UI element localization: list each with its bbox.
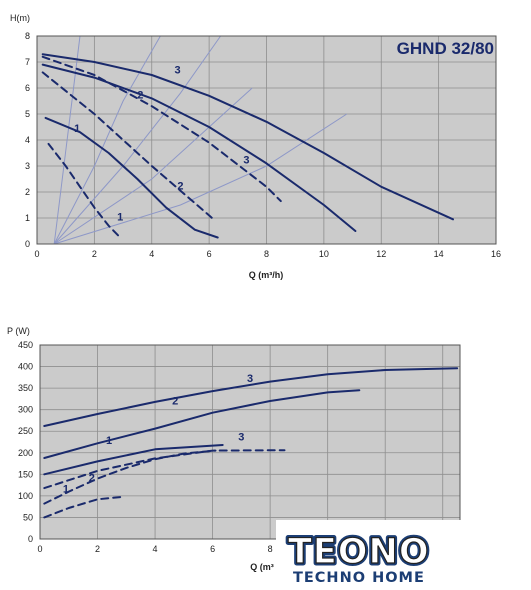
x-tick-label: 2 (92, 249, 97, 259)
logo-backdrop (276, 520, 531, 590)
series-line-2-solid (43, 389, 361, 459)
series-line-1-dashed (43, 495, 125, 519)
x-tick-label: 10 (319, 249, 329, 259)
series-line-2-dashed (41, 71, 213, 219)
curve-number-label: 3 (247, 373, 253, 385)
y-tick-label: 400 (18, 362, 33, 372)
logo-outline: TEONO (288, 532, 430, 572)
series-line-3-solid (43, 367, 459, 427)
logo-sub-text: TECHNO HOME (293, 570, 425, 586)
x-tick-label: 4 (149, 249, 154, 259)
x-tick-label: 0 (37, 544, 42, 554)
system-curve (54, 113, 348, 245)
system-curve (53, 35, 222, 245)
curve-number-label: 1 (63, 483, 69, 495)
head-flow-plot-border (36, 35, 497, 245)
series-line-2-solid (41, 63, 357, 232)
y-tick-label: 200 (18, 448, 33, 458)
x-tick-label: 0 (34, 249, 39, 259)
x-tick-label: 12 (376, 249, 386, 259)
logo-main-text: TEONO (288, 532, 430, 572)
x-axis-title-flow: Q (m³/h) (249, 270, 284, 280)
curve-number-label: 3 (243, 154, 249, 166)
system-curve (53, 35, 161, 245)
y-tick-label: 7 (25, 57, 30, 67)
series-line-3-solid (41, 53, 454, 221)
curve-number-label: 3 (175, 65, 181, 77)
y-axis-title-head: H(m) (10, 13, 30, 23)
x-tick-label: 8 (268, 544, 273, 554)
y-tick-label: 3 (25, 161, 30, 171)
x-tick-label: 8 (264, 249, 269, 259)
curve-number-label: 2 (89, 473, 95, 485)
series-line-3-dashed (43, 449, 286, 490)
system-curve (53, 87, 253, 245)
y-tick-label: 2 (25, 187, 30, 197)
y-tick-label: 450 (18, 340, 33, 350)
y-tick-label: 300 (18, 405, 33, 415)
x-tick-label: 14 (434, 249, 444, 259)
x-axis-title-flow-bottom: Q (m³ (250, 562, 274, 572)
y-tick-label: 0 (28, 534, 33, 544)
y-tick-label: 4 (25, 135, 30, 145)
x-tick-label: 16 (491, 249, 501, 259)
power-flow-plot-area (40, 345, 460, 539)
series-line-1-dashed (47, 142, 122, 239)
curve-number-label: 2 (172, 395, 178, 407)
y-tick-label: 250 (18, 426, 33, 436)
series-line-1-solid (44, 116, 219, 239)
y-tick-label: 5 (25, 109, 30, 119)
system-curve (53, 35, 81, 245)
y-axis-title-power: P (W) (7, 326, 30, 336)
power-flow-plot-border (39, 344, 461, 540)
curve-number-label: 1 (74, 123, 80, 135)
model-label: GHND 32/80 (397, 39, 494, 58)
curve-number-label: 2 (137, 89, 143, 101)
x-tick-label: 2 (95, 544, 100, 554)
y-tick-label: 350 (18, 383, 33, 393)
y-tick-label: 50 (23, 512, 33, 522)
curve-number-label: 1 (106, 435, 112, 447)
y-tick-label: 8 (25, 31, 30, 41)
series-line-3-dashed (41, 55, 282, 203)
y-tick-label: 1 (25, 213, 30, 223)
teono-logo: TEONO TEONO TECHNO HOME (276, 520, 531, 590)
series-line-1-solid (43, 444, 224, 476)
x-tick-label: 6 (210, 544, 215, 554)
x-tick-label: 4 (153, 544, 158, 554)
curve-number-label: 1 (117, 212, 123, 224)
y-tick-label: 150 (18, 469, 33, 479)
y-tick-label: 0 (25, 239, 30, 249)
x-tick-label: 6 (207, 249, 212, 259)
curve-number-label: 2 (177, 180, 183, 192)
y-tick-label: 100 (18, 491, 33, 501)
curve-number-label: 3 (238, 432, 244, 444)
y-tick-label: 6 (25, 83, 30, 93)
